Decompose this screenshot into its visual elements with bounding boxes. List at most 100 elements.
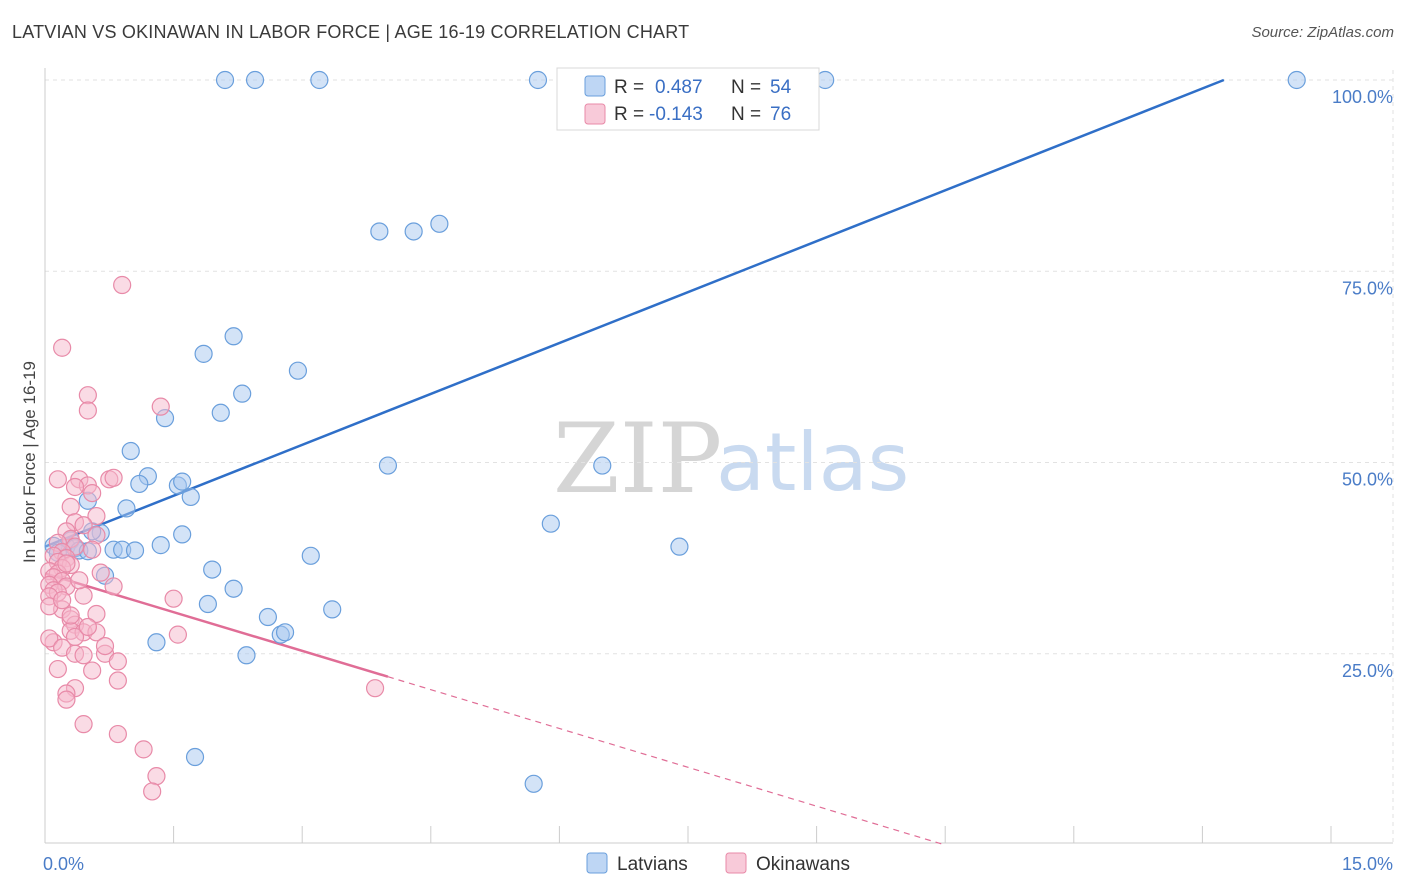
latvian-point-25 bbox=[117, 499, 136, 518]
x-tick-label-0: 0.0% bbox=[43, 854, 84, 874]
latvian-point-1 bbox=[245, 70, 265, 90]
latvian-point-0 bbox=[215, 70, 235, 90]
legend-n-label-2: N = bbox=[731, 104, 761, 125]
okinawan-point-4 bbox=[151, 397, 170, 416]
okinawan-point-69 bbox=[91, 563, 110, 582]
bottom-legend-swatch-okinawans bbox=[725, 852, 747, 874]
okinawan-point-56 bbox=[108, 671, 127, 690]
trend-lines bbox=[44, 78, 1225, 846]
okinawan-point-49 bbox=[40, 629, 59, 648]
y-tick-label-3: 100.0% bbox=[1332, 87, 1393, 107]
legend-r-label-2: R = bbox=[614, 104, 644, 125]
latvian-point-11 bbox=[194, 344, 213, 363]
okinawan-point-0 bbox=[113, 275, 132, 295]
y-tick-label-2: 75.0% bbox=[1342, 278, 1393, 298]
latvian-point-51 bbox=[147, 633, 166, 652]
okinawan-point-52 bbox=[74, 646, 93, 665]
bottom-legend-okinawans: Okinawans bbox=[756, 854, 850, 875]
okinawan-point-11 bbox=[83, 484, 102, 503]
latvian-point-2 bbox=[310, 70, 329, 90]
latvian-point-39 bbox=[125, 541, 145, 560]
bottom-legend-latvians: Latvians bbox=[617, 854, 688, 875]
okinawan-point-3 bbox=[78, 401, 97, 420]
x-tick-label-1: 15.0% bbox=[1342, 854, 1393, 874]
watermark-zip: ZIP bbox=[553, 403, 722, 515]
latvian-point-41 bbox=[670, 537, 689, 556]
latvian-point-52 bbox=[237, 646, 256, 665]
legend-swatch-okinawans bbox=[584, 103, 606, 125]
okinawan-point-15 bbox=[74, 516, 93, 535]
okinawan-point-67 bbox=[57, 554, 76, 573]
okinawan-point-63 bbox=[134, 740, 153, 759]
latvian-point-26 bbox=[541, 514, 560, 533]
latvian-point-46 bbox=[198, 594, 217, 614]
legend-n-label-1: N = bbox=[731, 77, 761, 98]
okinawan-point-71 bbox=[95, 636, 115, 656]
okinawan-point-2 bbox=[78, 386, 97, 405]
latvian-point-6 bbox=[1287, 70, 1306, 90]
okinawan-point-21 bbox=[83, 540, 102, 559]
okinawan-point-37 bbox=[74, 586, 93, 605]
okinawan-point-41 bbox=[87, 604, 106, 624]
legend-n-value-1: 54 bbox=[770, 77, 792, 98]
legend-n-value-2: 76 bbox=[770, 104, 791, 125]
okinawan-point-59 bbox=[57, 690, 76, 709]
latvian-point-22 bbox=[173, 472, 192, 491]
okinawan-point-10 bbox=[65, 477, 85, 497]
okinawan-point-38 bbox=[104, 577, 123, 596]
y-tick-label-0: 25.0% bbox=[1342, 661, 1393, 681]
okinawan-point-8 bbox=[104, 468, 123, 487]
latvian-point-48 bbox=[258, 607, 278, 627]
latvian-trend-line bbox=[44, 78, 1225, 548]
okinawan-point-13 bbox=[87, 506, 106, 526]
y-axis-label: In Labor Force | Age 16-19 bbox=[20, 361, 39, 563]
okinawan-point-60 bbox=[365, 679, 385, 698]
latvian-point-7 bbox=[370, 222, 389, 241]
okinawan-point-65 bbox=[143, 782, 162, 801]
okinawan-point-74 bbox=[61, 606, 80, 625]
latvian-point-29 bbox=[173, 525, 192, 544]
source-label: Source: ZipAtlas.com bbox=[1251, 24, 1394, 41]
latvian-point-54 bbox=[524, 774, 543, 793]
okinawan-trend-line bbox=[44, 572, 389, 678]
latvian-point-18 bbox=[593, 456, 612, 475]
latvian-point-3 bbox=[528, 70, 548, 90]
latvian-point-23 bbox=[181, 487, 200, 507]
latvian-point-9 bbox=[430, 214, 449, 233]
okinawan-point-39 bbox=[164, 589, 183, 608]
latvian-point-12 bbox=[288, 361, 308, 380]
correlation-legend: R = 0.487 N = 54 R = -0.143 N = 76 bbox=[556, 67, 820, 131]
latvian-point-8 bbox=[404, 222, 423, 241]
okinawan-point-5 bbox=[48, 470, 67, 489]
latvian-point-53 bbox=[185, 747, 205, 767]
latvian-point-17 bbox=[378, 456, 398, 475]
okinawan-point-70 bbox=[78, 617, 97, 637]
latvian-point-10 bbox=[224, 327, 243, 346]
legend-r-value-1: 0.487 bbox=[655, 77, 703, 98]
okinawan-point-75 bbox=[53, 591, 72, 610]
series-legend: Latvians Okinawans bbox=[586, 852, 850, 875]
okinawan-point-72 bbox=[83, 661, 102, 680]
legend-r-value-2: -0.143 bbox=[649, 104, 703, 125]
legend-swatch-latvians bbox=[584, 75, 606, 97]
legend-r-label-1: R = bbox=[614, 77, 644, 98]
latvian-point-20 bbox=[130, 474, 149, 494]
latvian-point-45 bbox=[224, 579, 243, 598]
okinawan-point-54 bbox=[108, 652, 127, 671]
okinawan-point-46 bbox=[168, 625, 187, 644]
latvian-point-50 bbox=[275, 623, 295, 642]
okinawan-point-61 bbox=[74, 715, 93, 734]
latvian-point-14 bbox=[211, 403, 230, 422]
latvian-point-16 bbox=[121, 441, 140, 461]
latvian-point-47 bbox=[323, 600, 342, 619]
tick-labels: 25.0% 50.0% 75.0% 100.0% 0.0% 15.0% bbox=[43, 87, 1393, 874]
latvian-point-13 bbox=[233, 384, 252, 403]
y-tick-label-1: 50.0% bbox=[1342, 470, 1393, 490]
okinawan-trend-extension bbox=[387, 676, 946, 846]
okinawan-point-62 bbox=[108, 724, 127, 744]
okinawan-point-68 bbox=[70, 571, 89, 590]
latvian-point-40 bbox=[151, 536, 170, 555]
bottom-legend-swatch-latvians bbox=[586, 852, 608, 874]
chart-title: LATVIAN VS OKINAWAN IN LABOR FORCE | AGE… bbox=[12, 22, 690, 42]
